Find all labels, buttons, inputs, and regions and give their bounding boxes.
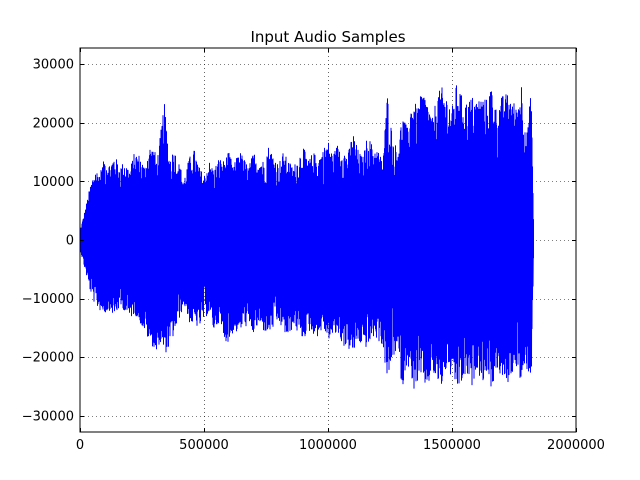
y-tick-label: −30000 — [22, 409, 74, 424]
y-tick-label: −10000 — [22, 292, 74, 307]
x-tick-label: 1000000 — [299, 438, 357, 453]
y-tick-label: −20000 — [22, 351, 74, 366]
y-tick-label: 10000 — [33, 175, 74, 190]
audio-samples-series-line — [79, 85, 534, 389]
chart-title: Input Audio Samples — [250, 28, 405, 46]
x-tick-label: 2000000 — [547, 438, 605, 453]
x-tick-label: 0 — [76, 438, 84, 453]
plot-area-frame — [79, 47, 577, 433]
series-layer — [79, 85, 534, 389]
x-tick-label: 500000 — [179, 438, 229, 453]
tick-labels: 0 500000 1000000 1500000 2000000 30000 20000 10… — [22, 58, 605, 453]
x-tick-label: 1500000 — [423, 438, 481, 453]
y-tick-label: 20000 — [33, 116, 74, 131]
y-tick-label: 30000 — [33, 58, 74, 73]
y-tick-label: 0 — [66, 234, 74, 249]
